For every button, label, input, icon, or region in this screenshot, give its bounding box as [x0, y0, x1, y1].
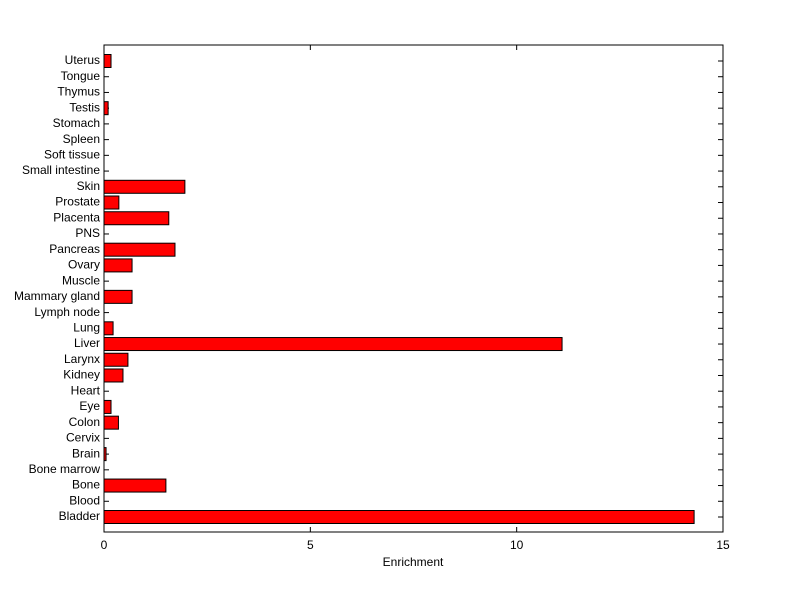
bar [103, 289, 133, 304]
bar [103, 258, 133, 273]
y-tick-label: Lung [73, 320, 100, 334]
bar [103, 54, 112, 68]
y-tick-label: Placenta [53, 210, 100, 224]
y-tick-label: Heart [71, 383, 101, 397]
y-tick-label: Bone [72, 478, 100, 492]
bar [103, 179, 186, 194]
y-tick-label: Kidney [63, 368, 100, 382]
bar [103, 447, 107, 462]
x-tick-label: 0 [101, 538, 108, 552]
y-tick-label: Ovary [68, 258, 100, 272]
y-tick-label: Muscle [62, 273, 100, 287]
y-tick-label: Bladder [59, 509, 100, 523]
y-tick-label: Lymph node [34, 305, 100, 319]
x-axis-label: Enrichment [383, 555, 444, 569]
bar [103, 337, 563, 352]
bar [103, 242, 176, 257]
y-tick-label: PNS [75, 226, 100, 240]
bar [103, 352, 129, 367]
bar [103, 211, 170, 226]
y-tick-label: Spleen [63, 132, 100, 146]
y-tick-label: Mammary gland [14, 289, 100, 303]
y-tick-label: Cervix [66, 431, 100, 445]
bar [103, 510, 695, 524]
bar [103, 195, 120, 210]
y-tick-label: Uterus [65, 53, 100, 67]
bar [103, 101, 109, 116]
y-tick-label: Larynx [64, 352, 100, 366]
bar [103, 415, 119, 430]
y-tick-label: Prostate [55, 195, 100, 209]
y-tick-label: Stomach [53, 116, 100, 130]
x-tick-label: 5 [307, 538, 314, 552]
y-tick-label: Liver [74, 336, 100, 350]
x-tick-label: 10 [510, 538, 524, 552]
bar [103, 478, 167, 493]
y-tick-label: Bone marrow [29, 462, 101, 476]
y-tick-label: Thymus [57, 85, 100, 99]
y-tick-label: Skin [77, 179, 100, 193]
y-tick-label: Small intestine [22, 163, 100, 177]
y-tick-label: Eye [79, 399, 100, 413]
y-tick-label: Blood [69, 493, 100, 507]
y-tick-label: Brain [72, 446, 100, 460]
y-tick-label: Testis [69, 100, 100, 114]
y-tick-label: Soft tissue [44, 148, 100, 162]
plot-frame [103, 44, 724, 533]
y-tick-label: Pancreas [49, 242, 100, 256]
x-tick-label: 15 [716, 538, 730, 552]
bar [103, 368, 124, 383]
y-tick-label: Tongue [61, 69, 101, 83]
bar [103, 321, 114, 336]
y-tick-label: Colon [69, 415, 100, 429]
bar [103, 399, 112, 414]
